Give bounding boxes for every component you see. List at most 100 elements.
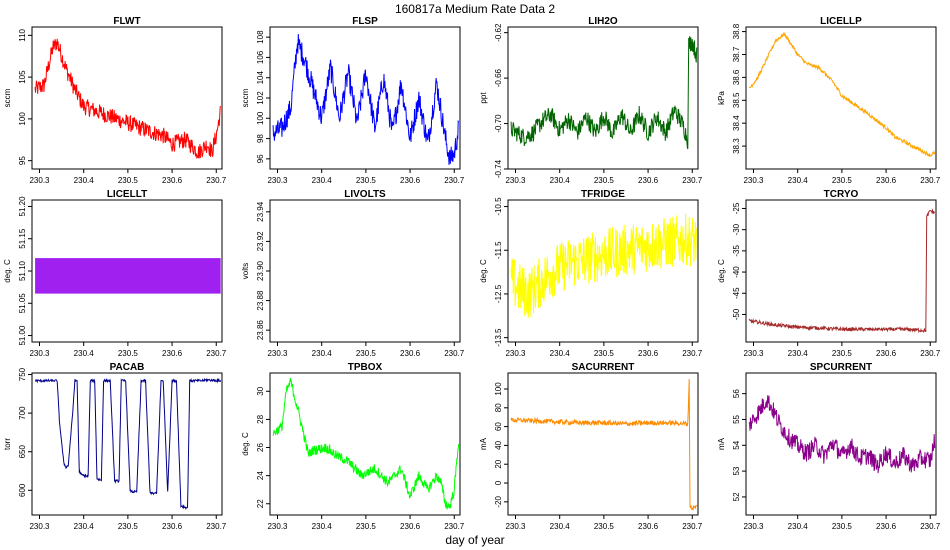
y-tick-label: 23.92 xyxy=(256,231,265,252)
y-axis-label: mA xyxy=(479,437,488,450)
y-tick-label: -10.5 xyxy=(494,197,503,216)
y-tick-label: 23.88 xyxy=(256,290,265,311)
panel-livolts: LIVOLTS 230.3 230.4 230.5 230.6 230.7 23.86 23.… xyxy=(241,189,465,358)
x-tick-label: 230.4 xyxy=(312,349,333,358)
x-tick-label: 230.5 xyxy=(356,176,377,185)
y-tick-label: -50 xyxy=(732,308,741,320)
y-axis-label: deg. C xyxy=(241,432,250,456)
data-series xyxy=(510,36,698,150)
x-tick-label: 230.4 xyxy=(788,349,809,358)
x-tick-label: 230.3 xyxy=(505,176,526,185)
y-tick-label: -30 xyxy=(732,223,741,235)
y-tick-label: 52 xyxy=(732,492,741,501)
x-tick-label: 230.7 xyxy=(682,349,703,358)
y-tick-label: 108 xyxy=(256,30,265,44)
y-tick-label: 650 xyxy=(18,444,27,458)
panel-tcryo: TCRYO 230.3 230.4 230.5 230.6 230.7 -50 -45 -40 -… xyxy=(717,189,941,358)
y-tick-label: -35 xyxy=(732,245,741,257)
panel-title: LICELLP xyxy=(820,16,862,27)
y-tick-label: 23.90 xyxy=(256,260,265,281)
x-tick-label: 230.6 xyxy=(162,349,183,358)
y-tick-label: 100 xyxy=(494,382,503,396)
x-tick-label: 230.4 xyxy=(74,522,95,531)
x-tick-label: 230.5 xyxy=(594,349,615,358)
plot-frame xyxy=(31,26,223,170)
data-series xyxy=(510,378,698,511)
panel-title: SACURRENT xyxy=(572,362,635,373)
y-tick-label: -13.5 xyxy=(494,328,503,347)
panel-flwt: FLWT 230.3 230.4 230.5 230.6 230.7 95 100 105 110… xyxy=(3,16,227,185)
x-tick-label: 230.4 xyxy=(788,176,809,185)
y-tick-label: 98 xyxy=(256,134,265,143)
x-tick-label: 230.5 xyxy=(594,522,615,531)
y-tick-label: 105 xyxy=(18,70,27,84)
x-tick-label: 230.4 xyxy=(550,522,571,531)
y-axis-label: kPa xyxy=(717,91,726,105)
y-tick-label: 104 xyxy=(256,70,265,84)
y-tick-label: 51.20 xyxy=(18,196,27,217)
y-tick-label: 60 xyxy=(494,422,503,431)
x-tick-label: 230.5 xyxy=(356,522,377,531)
x-tick-label: 230.3 xyxy=(29,522,50,531)
x-tick-label: 230.3 xyxy=(267,349,288,358)
x-tick-label: 230.3 xyxy=(743,349,764,358)
y-tick-label: 0 xyxy=(494,480,503,485)
panel-title: TFRIDGE xyxy=(581,189,625,200)
data-series xyxy=(272,377,460,510)
y-tick-label: 26 xyxy=(256,443,265,452)
panel-lih2o: LIH2O 230.3 230.4 230.5 230.6 230.7 -0.74 -0.70… xyxy=(479,16,703,185)
panel-pacab: PACAB 230.3 230.4 230.5 230.6 230.7 600 650 700 7… xyxy=(3,362,227,531)
y-tick-label: -20 xyxy=(494,496,503,508)
y-axis-label: ppt xyxy=(479,92,488,104)
x-tick-label: 230.4 xyxy=(550,349,571,358)
x-tick-label: 230.5 xyxy=(594,176,615,185)
plot-frame xyxy=(31,372,223,516)
panel-sacurrent: SACURRENT 230.3 230.4 230.5 230.6 230.7 -20 0 20… xyxy=(479,362,703,531)
plot-frame xyxy=(269,372,461,516)
panel-licellt: LICELLT 230.3 230.4 230.5 230.6 230.7 51.00 51.… xyxy=(3,189,227,358)
x-tick-label: 230.5 xyxy=(832,522,853,531)
y-tick-label: 28 xyxy=(256,414,265,423)
y-tick-label: 51.10 xyxy=(18,260,27,281)
y-tick-label: 54 xyxy=(732,440,741,449)
panel-grid: FLWT 230.3 230.4 230.5 230.6 230.7 95 100 105 110… xyxy=(3,16,941,531)
x-tick-label: 230.4 xyxy=(74,349,95,358)
x-tick-label: 230.5 xyxy=(118,176,139,185)
panel-tfridge: TFRIDGE 230.3 230.4 230.5 230.6 230.7 -13.5 -12… xyxy=(479,189,703,358)
panel-title: FLWT xyxy=(113,16,140,27)
y-tick-label: -25 xyxy=(732,202,741,214)
y-tick-label: 100 xyxy=(256,111,265,125)
x-tick-label: 230.6 xyxy=(400,176,421,185)
y-tick-label: 750 xyxy=(18,367,27,381)
x-tick-label: 230.4 xyxy=(550,176,571,185)
y-tick-label: 51.15 xyxy=(18,228,27,249)
x-tick-label: 230.5 xyxy=(832,349,853,358)
y-axis-label: sccm xyxy=(241,88,250,107)
x-tick-label: 230.5 xyxy=(118,522,139,531)
x-tick-label: 230.7 xyxy=(444,522,465,531)
y-tick-label: 38.5 xyxy=(732,92,741,108)
panel-flsp: FLSP 230.3 230.4 230.5 230.6 230.7 96 98 100 102 1… xyxy=(241,16,465,185)
x-tick-label: 230.6 xyxy=(876,176,897,185)
y-axis-label: mA xyxy=(717,437,726,450)
y-tick-label: 53 xyxy=(732,466,741,475)
y-tick-label: 80 xyxy=(494,403,503,412)
y-tick-label: 51.00 xyxy=(18,325,27,346)
x-tick-label: 230.6 xyxy=(162,176,183,185)
y-tick-label: 96 xyxy=(256,154,265,163)
y-tick-label: -40 xyxy=(732,266,741,278)
x-tick-label: 230.6 xyxy=(638,349,659,358)
data-series xyxy=(34,38,222,160)
x-tick-label: 230.7 xyxy=(920,176,941,185)
data-series xyxy=(510,213,698,318)
y-tick-label: -45 xyxy=(732,287,741,299)
x-tick-label: 230.6 xyxy=(876,522,897,531)
x-tick-label: 230.3 xyxy=(267,176,288,185)
y-tick-label: 20 xyxy=(494,459,503,468)
y-tick-label: 24 xyxy=(256,471,265,480)
y-tick-label: -0.62 xyxy=(494,23,503,42)
x-tick-label: 230.6 xyxy=(162,522,183,531)
y-tick-label: 102 xyxy=(256,91,265,105)
y-tick-label: 55 xyxy=(732,414,741,423)
panel-licellp: LICELLP 230.3 230.4 230.5 230.6 230.7 38.3 38.4… xyxy=(717,16,941,185)
